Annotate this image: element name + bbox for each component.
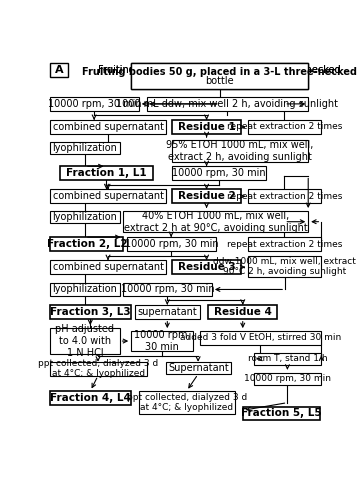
FancyBboxPatch shape <box>123 284 212 296</box>
Text: 95% ETOH 1000 mL, mix well,
extract 2 h, avoiding sunlight: 95% ETOH 1000 mL, mix well, extract 2 h,… <box>166 140 314 162</box>
FancyBboxPatch shape <box>172 260 241 274</box>
FancyBboxPatch shape <box>127 237 216 251</box>
FancyBboxPatch shape <box>50 328 119 354</box>
FancyBboxPatch shape <box>248 256 321 277</box>
Text: ppt collected, dialyzed 3 d
at 4°C; & lyophilized: ppt collected, dialyzed 3 d at 4°C; & ly… <box>38 359 158 378</box>
FancyBboxPatch shape <box>50 97 139 111</box>
Text: combined supernatant: combined supernatant <box>52 192 163 202</box>
FancyBboxPatch shape <box>135 305 201 318</box>
Text: Fraction 4, L4: Fraction 4, L4 <box>50 393 131 403</box>
FancyBboxPatch shape <box>254 352 321 365</box>
FancyBboxPatch shape <box>172 140 308 162</box>
FancyBboxPatch shape <box>248 120 321 134</box>
FancyBboxPatch shape <box>139 391 235 414</box>
FancyBboxPatch shape <box>50 211 119 223</box>
FancyBboxPatch shape <box>201 331 321 345</box>
Text: Residue 3: Residue 3 <box>178 262 236 272</box>
Text: room T, stand 1 h: room T, stand 1 h <box>248 354 328 364</box>
Text: 10000 rpm, 30 min: 10000 rpm, 30 min <box>172 168 266 178</box>
Text: repeat extraction 2 times: repeat extraction 2 times <box>227 192 343 201</box>
FancyBboxPatch shape <box>50 63 68 77</box>
Text: Residue 2: Residue 2 <box>178 192 236 202</box>
Text: 40% ETOH 1000 mL, mix well,
extract 2 h at 90°C, avoiding sunlight: 40% ETOH 1000 mL, mix well, extract 2 h … <box>124 211 308 233</box>
FancyBboxPatch shape <box>254 372 321 385</box>
Text: Fraction 5, L5: Fraction 5, L5 <box>241 408 321 418</box>
FancyBboxPatch shape <box>208 305 277 318</box>
FancyBboxPatch shape <box>166 362 231 374</box>
FancyBboxPatch shape <box>172 190 241 203</box>
Text: Fruiting bodies 50 g, placed in a 3-L three-necked
bottle: Fruiting bodies 50 g, placed in a 3-L th… <box>98 66 341 87</box>
Text: ddw 1000 mL, mix well, extract
90°C 2 h, avoiding sunlight: ddw 1000 mL, mix well, extract 90°C 2 h,… <box>213 256 356 276</box>
Text: A: A <box>55 65 63 75</box>
FancyBboxPatch shape <box>50 391 131 405</box>
Text: bottle: bottle <box>205 76 234 86</box>
FancyBboxPatch shape <box>50 120 166 134</box>
Text: Fraction 2, L2: Fraction 2, L2 <box>47 239 127 249</box>
Text: combined supernatant: combined supernatant <box>52 262 163 272</box>
Text: Supernatant: Supernatant <box>168 363 229 373</box>
FancyBboxPatch shape <box>50 190 166 203</box>
FancyBboxPatch shape <box>50 142 119 154</box>
FancyBboxPatch shape <box>131 63 308 90</box>
Text: lyophilization: lyophilization <box>52 212 117 222</box>
Text: ppt collected, dialyzed 3 d
at 4°C; & lyophilized: ppt collected, dialyzed 3 d at 4°C; & ly… <box>127 393 247 412</box>
Text: Residue 1: Residue 1 <box>178 122 236 132</box>
FancyBboxPatch shape <box>123 211 308 233</box>
Text: 1000 mL ddw, mix well 2 h, avoiding sunlight: 1000 mL ddw, mix well 2 h, avoiding sunl… <box>116 99 339 109</box>
Text: Fruiting bodies 50 g, placed in a 3-L three-necked: Fruiting bodies 50 g, placed in a 3-L th… <box>82 68 357 78</box>
Text: supernatant: supernatant <box>138 307 198 317</box>
Text: Fraction 1, L1: Fraction 1, L1 <box>66 168 147 178</box>
Text: Fraction 3, L3: Fraction 3, L3 <box>50 307 131 317</box>
FancyBboxPatch shape <box>50 284 119 296</box>
Text: repeat extraction 2 times: repeat extraction 2 times <box>227 122 343 132</box>
FancyBboxPatch shape <box>60 166 153 180</box>
Text: 10000 rpm, 30 min: 10000 rpm, 30 min <box>125 239 218 249</box>
FancyBboxPatch shape <box>131 63 308 90</box>
Text: 10000 rpm,
30 min: 10000 rpm, 30 min <box>134 330 190 352</box>
FancyBboxPatch shape <box>147 97 308 111</box>
Text: repeat extraction 2 times: repeat extraction 2 times <box>227 240 343 248</box>
FancyBboxPatch shape <box>248 190 321 203</box>
Text: 10000 rpm, 30 min: 10000 rpm, 30 min <box>244 374 331 384</box>
Text: 10000 rpm, 30 min: 10000 rpm, 30 min <box>48 99 141 109</box>
Text: pH adjusted
to 4.0 with
1 N HCl: pH adjusted to 4.0 with 1 N HCl <box>55 324 114 358</box>
FancyBboxPatch shape <box>248 237 321 251</box>
Text: 10000 rpm, 30 min: 10000 rpm, 30 min <box>121 284 214 294</box>
FancyBboxPatch shape <box>243 406 320 420</box>
Text: combined supernatant: combined supernatant <box>52 122 163 132</box>
FancyBboxPatch shape <box>172 120 241 134</box>
FancyBboxPatch shape <box>50 362 147 376</box>
FancyBboxPatch shape <box>50 260 166 274</box>
Text: added 3 fold V EtOH, stirred 30 min: added 3 fold V EtOH, stirred 30 min <box>180 334 341 342</box>
FancyBboxPatch shape <box>172 166 266 180</box>
Text: lyophilization: lyophilization <box>52 143 117 153</box>
Text: lyophilization: lyophilization <box>52 284 117 294</box>
Text: Residue 4: Residue 4 <box>214 307 272 317</box>
FancyBboxPatch shape <box>50 237 123 251</box>
FancyBboxPatch shape <box>131 331 193 351</box>
Text: Fruiting bodies 50 g, placed in a 3-L three-necked
bottle: Fruiting bodies 50 g, placed in a 3-L th… <box>98 66 341 87</box>
FancyBboxPatch shape <box>50 305 131 318</box>
